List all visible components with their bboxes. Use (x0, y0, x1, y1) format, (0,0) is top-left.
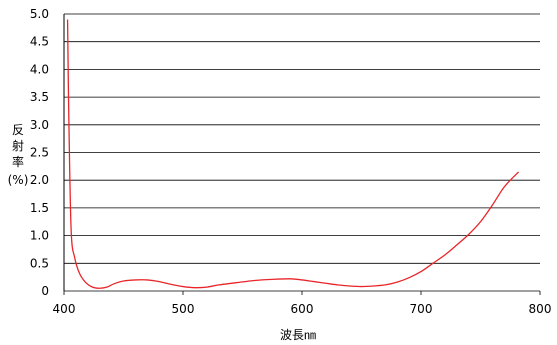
y-tick-label: 0.5 (30, 256, 49, 270)
x-tick-label: 500 (172, 302, 195, 316)
y-tick-label: 5.0 (30, 7, 49, 21)
x-tick-label: 600 (291, 302, 314, 316)
y-axis-label-part: (%) (8, 173, 29, 187)
y-tick-label: 0 (41, 284, 49, 298)
grid-lines (63, 13, 541, 295)
y-tick-label: 3.0 (30, 118, 49, 132)
x-tick-label: 400 (53, 302, 76, 316)
y-axis-label-part: 射 (12, 138, 24, 153)
series-line (66, 19, 520, 289)
y-tick-label: 2.0 (30, 173, 49, 187)
y-tick-label: 4.0 (30, 62, 49, 76)
y-tick-labels: 0 0.5 1.0 1.5 2.0 2.5 3.0 3.5 4.0 4.5 5.0 (30, 7, 49, 298)
y-axis-label-part: 率 (12, 154, 24, 169)
x-axis-label: 波長㎚ (280, 328, 316, 342)
x-tick-label: 700 (410, 302, 433, 316)
y-axis-label-part: 反 (12, 123, 24, 137)
x-tick-labels: 400 500 600 700 800 (53, 302, 552, 316)
y-tick-label: 2.5 (30, 146, 49, 160)
y-tick-label: 1.5 (30, 201, 49, 215)
y-tick-label: 4.5 (30, 35, 49, 49)
x-tick-label: 800 (529, 302, 552, 316)
y-tick-label: 3.5 (30, 90, 49, 104)
y-tick-label: 1.0 (30, 229, 49, 243)
y-axis-label: 反射率 (%) (8, 123, 29, 187)
